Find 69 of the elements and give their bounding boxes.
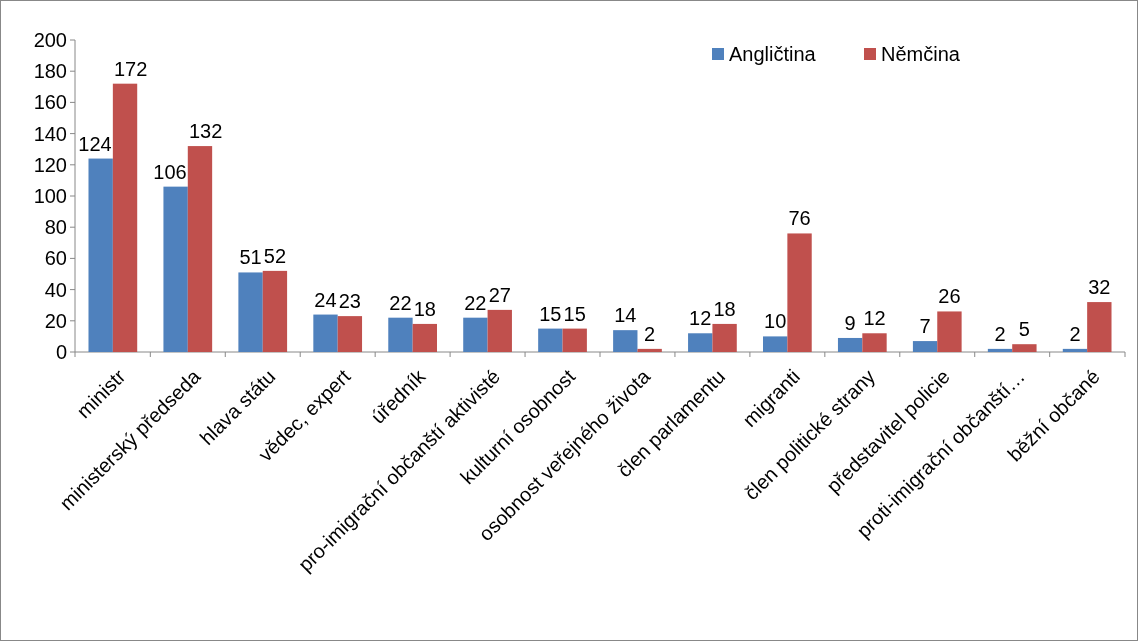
- data-label: 15: [563, 302, 586, 325]
- bar: [912, 341, 938, 352]
- y-tick-label: 120: [33, 153, 67, 176]
- bar: [1012, 344, 1037, 352]
- bar: [862, 333, 887, 352]
- data-label: 23: [338, 290, 362, 313]
- bar: [388, 317, 413, 352]
- data-label: 172: [113, 57, 148, 80]
- data-label: 9: [844, 311, 856, 334]
- bar: [337, 316, 363, 352]
- y-tick-label: 40: [44, 278, 67, 301]
- bar: [412, 323, 437, 352]
- data-label: 106: [153, 160, 187, 183]
- data-label: 24: [314, 288, 337, 311]
- data-label: 18: [713, 297, 736, 320]
- y-tick-label: 180: [33, 60, 67, 83]
- bar: [987, 348, 1013, 352]
- bar: [313, 314, 338, 352]
- data-label: 12: [863, 307, 886, 330]
- data-label: 124: [78, 132, 112, 155]
- y-tick-label: 140: [33, 122, 67, 145]
- data-label: 132: [188, 120, 223, 143]
- data-label: 2: [644, 322, 656, 345]
- bar: [562, 328, 587, 352]
- data-label: 2: [994, 322, 1006, 345]
- bar: [1087, 302, 1112, 352]
- bar: [163, 186, 188, 352]
- bar: [712, 323, 737, 352]
- data-label: 5: [1018, 318, 1030, 341]
- bar: [937, 311, 962, 352]
- data-label: 22: [464, 291, 487, 314]
- y-tick-label: 60: [44, 247, 67, 270]
- bar: [763, 336, 788, 352]
- data-label: 15: [539, 302, 562, 325]
- bar: [463, 317, 488, 352]
- y-tick-label: 200: [33, 29, 67, 51]
- data-label: 51: [239, 246, 262, 269]
- bar: [637, 348, 662, 352]
- bar: [262, 270, 288, 352]
- bar: [112, 83, 138, 352]
- data-label: 32: [1088, 276, 1111, 299]
- legend-label: Němčina: [881, 43, 961, 65]
- bar: [487, 309, 512, 352]
- data-label: 7: [919, 315, 931, 338]
- data-label: 22: [389, 291, 412, 314]
- data-label: 18: [413, 297, 436, 320]
- bar: [613, 330, 638, 352]
- bar: [1062, 348, 1088, 352]
- bar: [837, 337, 863, 352]
- data-label: 12: [689, 307, 712, 330]
- bar: [88, 158, 113, 352]
- bar: [187, 146, 213, 352]
- data-label: 76: [788, 207, 811, 230]
- bar: [688, 333, 713, 352]
- y-tick-label: 80: [44, 216, 67, 239]
- bar: [538, 328, 563, 352]
- data-label: 2: [1069, 322, 1081, 345]
- y-tick-label: 20: [44, 309, 67, 332]
- data-label: 10: [764, 310, 787, 333]
- data-label: 14: [614, 304, 637, 327]
- y-tick-label: 0: [55, 341, 67, 363]
- y-tick-label: 160: [33, 91, 67, 114]
- data-label: 52: [263, 244, 287, 267]
- data-label: 26: [938, 285, 961, 308]
- bar: [787, 233, 812, 352]
- data-label: 27: [488, 283, 511, 306]
- legend-label: Angličtina: [729, 43, 817, 65]
- y-tick-label: 100: [33, 185, 67, 207]
- bar: [238, 272, 263, 352]
